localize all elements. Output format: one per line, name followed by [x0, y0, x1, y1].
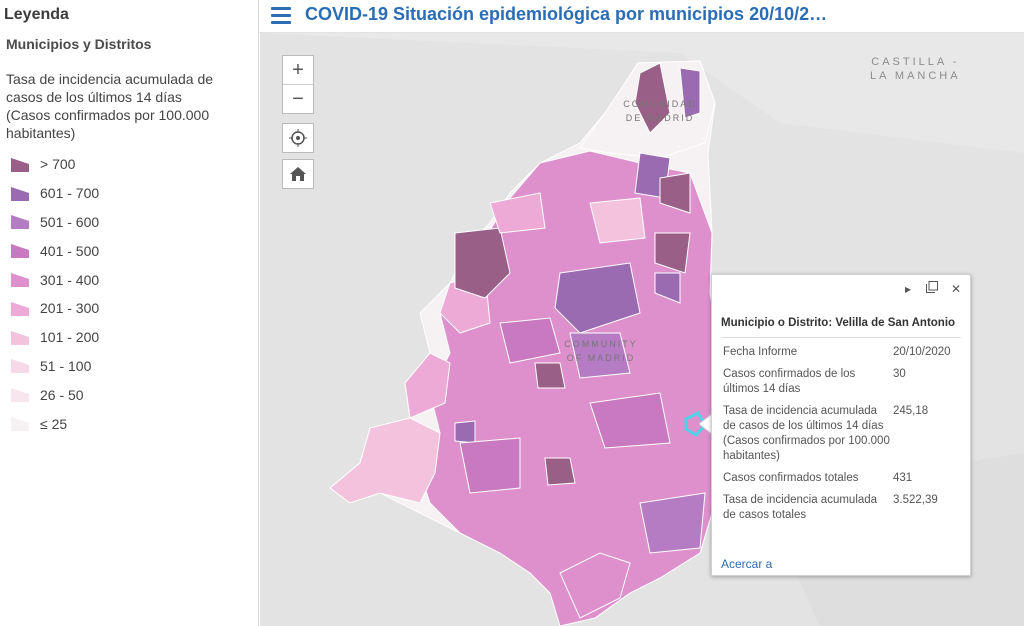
info-popup: ▸ ✕ Municipio o Distrito: Velilla de San… — [711, 274, 971, 576]
legend-swatch-icon — [10, 213, 30, 230]
home-icon — [290, 167, 306, 181]
popup-divider — [721, 337, 961, 338]
legend-item-label: 201 - 300 — [40, 300, 100, 317]
legend-description: Tasa de incidencia acumulada de casos de… — [6, 71, 214, 141]
popup-value: 245,18 — [893, 405, 929, 417]
close-icon[interactable]: ✕ — [950, 282, 962, 296]
legend-item: 601 - 700 — [10, 179, 99, 208]
play-icon[interactable]: ▸ — [904, 282, 912, 296]
legend-list: > 700 601 - 700 501 - 600 401 - 500 301 … — [10, 150, 99, 438]
legend-panel: Leyenda Municipios y Distritos Tasa de i… — [0, 0, 259, 626]
legend-item: 51 - 100 — [10, 352, 99, 381]
map-label-castilla: CASTILLA - LA MANCHA — [870, 56, 961, 82]
popup-key: Tasa de incidencia acumulada de casos de… — [723, 405, 890, 462]
legend-title: Leyenda — [4, 6, 69, 23]
legend-item: 201 - 300 — [10, 294, 99, 323]
legend-swatch-icon — [10, 415, 30, 432]
popup-row: Tasa de incidencia acumulada de casos de… — [723, 404, 963, 464]
popup-value: 431 — [893, 472, 913, 484]
zoom-to-link[interactable]: Acercar a — [721, 557, 773, 571]
popup-key: Tasa de incidencia acumulada de casos to… — [723, 494, 878, 521]
popup-row: Tasa de incidencia acumulada de casos to… — [723, 493, 963, 523]
legend-swatch-icon — [10, 386, 30, 403]
legend-swatch-icon — [10, 357, 30, 374]
legend-swatch-icon — [10, 156, 30, 173]
popup-key: Casos confirmados de los últimos 14 días — [723, 368, 856, 395]
map-label-comunidad-center: COMMUNITY OF MADRID — [564, 339, 638, 363]
dock-icon[interactable] — [924, 281, 940, 297]
legend-swatch-icon — [10, 300, 30, 317]
legend-item-label: 501 - 600 — [40, 213, 100, 230]
legend-layer-name: Municipios y Distritos — [6, 36, 152, 52]
locate-icon — [289, 129, 307, 147]
popup-value: 30 — [893, 368, 906, 380]
legend-item-label: 301 - 400 — [40, 271, 100, 288]
menu-icon[interactable] — [271, 7, 291, 25]
app-header: COVID-19 Situación epidemiológica por mu… — [259, 0, 1024, 33]
popup-title: Municipio o Distrito: Velilla de San Ant… — [721, 317, 956, 329]
legend-item-label: ≤ 25 — [40, 415, 68, 432]
legend-item: 301 - 400 — [10, 265, 99, 294]
legend-item-label: 26 - 50 — [40, 386, 84, 403]
zoom-in-button[interactable]: + — [292, 59, 304, 81]
popup-row: Casos confirmados de los últimos 14 días… — [723, 367, 963, 397]
legend-item-label: 101 - 200 — [40, 329, 100, 346]
legend-item-label: > 700 — [40, 156, 76, 173]
page-title: COVID-19 Situación epidemiológica por mu… — [305, 4, 828, 24]
legend-swatch-icon — [10, 271, 30, 288]
popup-value: 3.522,39 — [893, 494, 938, 506]
legend-item-label: 401 - 500 — [40, 242, 100, 259]
popup-key: Casos confirmados totales — [723, 472, 859, 484]
popup-row: Fecha Informe 20/10/2020 — [723, 345, 963, 360]
legend-item: ≤ 25 — [10, 409, 99, 438]
home-button[interactable] — [282, 159, 314, 189]
popup-value: 20/10/2020 — [893, 346, 951, 358]
zoom-control: + − — [282, 55, 314, 114]
legend-item-label: 601 - 700 — [40, 185, 100, 202]
popup-key: Fecha Informe — [723, 346, 798, 358]
popup-attribute-table: Fecha Informe 20/10/2020 Casos confirmad… — [723, 345, 963, 530]
legend-swatch-icon — [10, 242, 30, 259]
locate-button[interactable] — [282, 123, 314, 153]
zoom-out-button[interactable]: − — [283, 84, 313, 113]
legend-item: 101 - 200 — [10, 323, 99, 352]
popup-row: Casos confirmados totales 431 — [723, 471, 963, 486]
map-label-comunidad-north: COMUNIDAD DE MADRID — [623, 99, 697, 123]
legend-swatch-icon — [10, 185, 30, 202]
legend-item: 401 - 500 — [10, 236, 99, 265]
legend-swatch-icon — [10, 329, 30, 346]
legend-item: 501 - 600 — [10, 208, 99, 237]
legend-item: 26 - 50 — [10, 380, 99, 409]
legend-item-label: 51 - 100 — [40, 357, 92, 374]
legend-item: > 700 — [10, 150, 99, 179]
